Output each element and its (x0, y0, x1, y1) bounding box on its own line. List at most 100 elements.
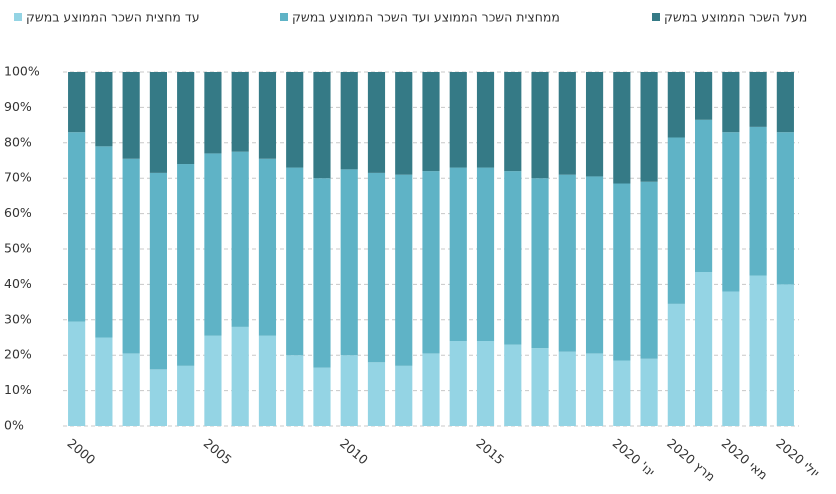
bar-segment (749, 275, 767, 426)
x-tick-label: מרץ 2020 (664, 435, 718, 484)
bar-segment (95, 146, 113, 338)
bar-segment (204, 335, 222, 426)
x-tick-label: 2005 (201, 435, 235, 467)
bar-segment (722, 291, 740, 426)
bar-segment (504, 72, 522, 172)
bar-segment (449, 72, 467, 168)
bar-segment (204, 153, 222, 336)
legend-swatch (14, 13, 22, 21)
bar-segment (367, 362, 386, 426)
bar-segment (695, 272, 713, 426)
bar-segment (476, 167, 495, 342)
bar-segment (422, 353, 440, 426)
bar-segment (395, 174, 413, 366)
bar-segment (422, 171, 440, 354)
bar-segment (558, 351, 576, 426)
bar-segment (558, 174, 576, 352)
bar-segment (68, 72, 86, 133)
bar-segment (776, 72, 794, 133)
bar-segment (585, 176, 604, 354)
y-tick-label: 10% (4, 382, 32, 397)
y-tick-label: 30% (4, 311, 32, 326)
bar-segment (449, 167, 467, 342)
bar-segment (722, 132, 740, 292)
bar-segment (149, 369, 167, 426)
bar-segment (340, 355, 358, 426)
bar-segment (122, 72, 140, 159)
bar-segment (667, 72, 685, 138)
bar-segment (531, 178, 549, 349)
bar-segment (258, 158, 277, 336)
bar-segment (476, 341, 495, 426)
bar-segment (613, 72, 631, 184)
bar-segment (68, 321, 86, 426)
x-tick-label: יולי 2020 (773, 435, 822, 480)
bar-segment (340, 169, 358, 356)
bar-segment (395, 365, 413, 426)
x-tick-label: 2015 (473, 435, 507, 467)
bar-segment (95, 72, 113, 147)
bar-segment (313, 367, 331, 426)
bar-segment (695, 72, 713, 120)
legend-label: עד מחצית השכר הממוצע במשק (26, 10, 200, 25)
bar-segment (286, 355, 304, 426)
bar-segment (695, 119, 713, 273)
bar-segment (749, 72, 767, 127)
bar-segment (122, 158, 140, 354)
bar-segment (286, 167, 304, 356)
bar-segment (177, 72, 195, 165)
bar-segment (613, 360, 631, 426)
bar-segment (231, 326, 249, 426)
legend-swatch (652, 13, 660, 21)
bar-segment (95, 337, 113, 426)
bar-segment (585, 353, 604, 426)
bar-segment (640, 358, 658, 426)
bar-segment (776, 284, 794, 426)
bar-segment (749, 126, 767, 276)
y-tick-label: 100% (4, 64, 40, 79)
y-tick-label: 50% (4, 241, 32, 256)
y-tick-label: 20% (4, 347, 32, 362)
bar-segment (367, 72, 386, 173)
bar-segment (122, 353, 140, 426)
bar-segment (476, 72, 495, 168)
x-tick-label: 2000 (64, 435, 98, 467)
bar-segment (68, 132, 86, 322)
bar-segment (177, 365, 195, 426)
x-tick-label: מאי 2020 (719, 435, 771, 482)
bar-segment (258, 335, 277, 426)
y-tick-label: 90% (4, 99, 32, 114)
bar-segment (367, 172, 386, 363)
x-tick-label: ינו' 2020 (610, 435, 658, 479)
bar-segment (722, 72, 740, 133)
bar-segment (640, 72, 658, 182)
bar-segment (613, 183, 631, 361)
legend-label: מעל השכר הממוצע במשק (664, 10, 807, 25)
y-tick-label: 40% (4, 276, 32, 291)
bar-segment (313, 178, 331, 368)
y-tick-label: 80% (4, 134, 32, 149)
x-tick-label: 2010 (337, 435, 371, 467)
bar-segment (449, 341, 467, 426)
bar-segment (585, 72, 604, 177)
y-tick-label: 70% (4, 170, 32, 185)
bar-segment (504, 344, 522, 426)
bar-segment (231, 72, 249, 152)
bar-segment (504, 171, 522, 345)
bar-segment (258, 72, 277, 159)
bar-segment (395, 72, 413, 175)
bar-segment (313, 72, 331, 179)
bar-segment (340, 72, 358, 170)
bar-segment (667, 303, 685, 426)
bar-segment (177, 164, 195, 366)
bar-segment (422, 72, 440, 172)
bar-segment (667, 137, 685, 304)
bar-segment (231, 151, 249, 327)
bar-segment (531, 348, 549, 426)
bar-segment (776, 132, 794, 285)
bar-segment (204, 72, 222, 154)
bar-segment (531, 72, 549, 179)
legend-swatch (280, 13, 288, 21)
bar-segment (286, 72, 304, 168)
